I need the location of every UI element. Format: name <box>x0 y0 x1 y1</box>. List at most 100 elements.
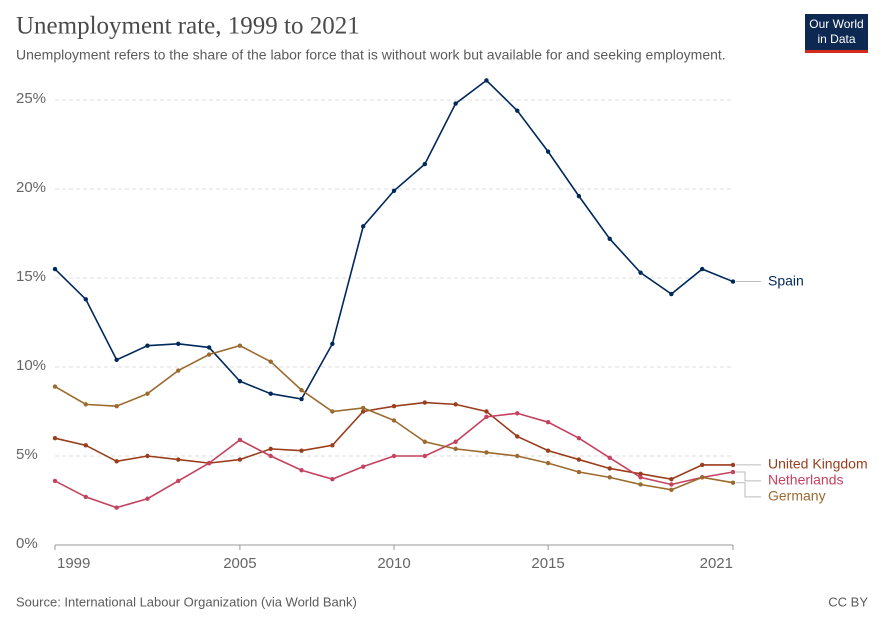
data-point <box>484 409 489 414</box>
logo-text: Our World <box>809 17 863 31</box>
data-point <box>730 279 736 284</box>
data-point <box>268 359 273 364</box>
data-point <box>730 480 736 485</box>
y-tick-label: 25% <box>16 90 46 107</box>
data-point <box>330 476 335 482</box>
data-point <box>52 384 58 389</box>
data-point <box>545 448 551 453</box>
y-tick-label: 5% <box>16 446 38 463</box>
series-label: Netherlands <box>768 472 844 488</box>
y-tick-label: 20% <box>16 179 46 196</box>
chart-title: Unemployment rate, 1999 to 2021 <box>16 13 360 40</box>
data-point <box>114 357 119 363</box>
data-point <box>607 466 612 471</box>
logo: Our World in Data <box>805 14 868 53</box>
data-point <box>638 270 643 275</box>
data-point <box>52 478 58 484</box>
data-point <box>607 236 612 242</box>
x-tick-label: 2010 <box>377 555 410 572</box>
data-point <box>391 453 397 459</box>
data-point <box>699 462 705 468</box>
x-tick-label: 1999 <box>57 555 90 572</box>
data-point <box>484 450 489 455</box>
series-label: Germany <box>768 488 826 504</box>
data-point <box>669 476 674 482</box>
data-point <box>83 443 89 448</box>
data-point <box>114 459 119 464</box>
label-connector <box>736 482 761 498</box>
data-point <box>422 439 428 444</box>
data-point <box>83 297 89 302</box>
y-tick-label: 0% <box>16 535 38 552</box>
data-point <box>545 419 551 425</box>
series-line <box>54 401 733 480</box>
data-point <box>299 448 304 453</box>
data-point <box>268 391 273 396</box>
data-point <box>176 368 181 373</box>
data-point <box>730 469 736 475</box>
logo-bar <box>805 50 868 53</box>
data-point <box>330 341 335 347</box>
data-point <box>453 439 458 444</box>
data-point <box>391 418 397 423</box>
data-point <box>545 149 551 154</box>
data-point <box>669 482 674 487</box>
data-point <box>484 414 489 420</box>
data-point <box>422 400 428 405</box>
data-point <box>176 341 181 347</box>
data-point <box>330 409 335 414</box>
chart-subtitle: Unemployment refers to the share of the … <box>16 47 726 63</box>
data-point <box>453 446 458 452</box>
data-point <box>669 291 674 297</box>
data-point <box>237 457 243 462</box>
data-point <box>576 436 582 441</box>
data-point <box>360 409 366 414</box>
series-label: Spain <box>768 272 804 288</box>
logo-text: in Data <box>817 32 855 46</box>
data-point <box>114 505 119 510</box>
y-tick-label: 10% <box>16 357 46 374</box>
license: CC BY <box>828 594 868 609</box>
data-point <box>638 471 643 476</box>
data-point <box>607 475 612 480</box>
data-point <box>515 453 520 459</box>
data-point <box>145 391 150 396</box>
data-point <box>114 403 119 409</box>
source: Source: International Labour Organizatio… <box>16 594 357 609</box>
data-point <box>360 464 366 469</box>
x-tick-label: 2015 <box>531 555 564 572</box>
data-point <box>237 437 243 443</box>
data-point <box>669 487 674 493</box>
data-point <box>515 411 520 416</box>
data-point <box>638 482 643 487</box>
data-point <box>83 402 89 407</box>
data-point <box>360 224 366 229</box>
data-point <box>206 345 212 350</box>
data-point <box>145 453 150 459</box>
data-point <box>176 457 181 462</box>
data-point <box>206 460 212 466</box>
data-point <box>299 396 304 402</box>
data-point <box>176 478 181 484</box>
data-point <box>576 457 582 462</box>
x-tick-label: 2005 <box>223 555 256 572</box>
data-point <box>391 403 397 409</box>
data-point <box>83 494 89 500</box>
series-line <box>54 412 734 509</box>
data-point <box>607 455 612 460</box>
data-point <box>299 468 304 473</box>
data-point <box>360 405 366 411</box>
data-point <box>545 460 551 466</box>
data-point <box>422 161 428 167</box>
data-point <box>484 78 489 83</box>
label-connector <box>736 471 761 482</box>
series-line <box>54 79 734 400</box>
data-point <box>52 266 58 272</box>
data-point <box>453 101 458 106</box>
data-point <box>699 475 705 480</box>
data-point <box>422 453 428 459</box>
data-point <box>52 436 58 441</box>
logo-box <box>805 14 868 50</box>
data-point <box>299 387 304 393</box>
